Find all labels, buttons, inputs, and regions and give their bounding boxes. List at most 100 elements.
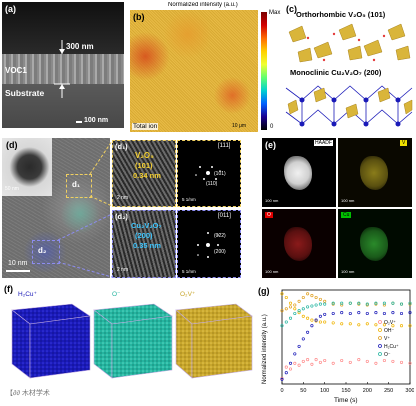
panel-g-label: (g)	[258, 286, 270, 296]
legend-label-3: H₂Cu⁺	[384, 344, 399, 350]
x-tick-label-3: 150	[341, 388, 350, 394]
substrate-region	[2, 84, 124, 128]
point-series-0-12	[340, 358, 344, 363]
v-particle	[360, 156, 388, 190]
d1-spot1: (101)	[214, 171, 226, 177]
point-series-4-20	[408, 301, 412, 305]
cube-ov	[175, 303, 253, 379]
inset-scale: 50 nm	[5, 186, 19, 192]
panel-b: Normalized intensity (a.u.) (b) Max 0 To…	[128, 2, 282, 134]
point-series-0-18	[391, 359, 395, 363]
legend-label-0: O₂V⁺	[384, 320, 396, 326]
legend-marker-3	[378, 344, 382, 348]
point-series-1-16	[374, 323, 378, 327]
panel-g: (g) Normalized intensity (a.u.) Time (s)…	[256, 284, 414, 404]
point-series-1-5	[301, 314, 305, 318]
point-series-3-0	[280, 377, 284, 381]
d1-plane: (101)	[135, 161, 153, 170]
panel-a: (a) 300 nm VOC1 Substrate 100 nm	[2, 2, 124, 128]
point-series-1-1	[284, 295, 288, 300]
scale-haadf: 100 nm	[265, 198, 279, 203]
point-series-4-11	[331, 301, 335, 305]
colorbar-min: 0	[270, 124, 274, 130]
panel-d-label: (d)	[6, 140, 18, 150]
point-series-2-2	[288, 305, 293, 309]
x-tick-label-2: 100	[320, 388, 329, 394]
point-series-3-16	[374, 311, 378, 315]
point-series-1-7	[310, 318, 314, 322]
y-axis-label: Normalized intensity (a.u.)	[262, 314, 268, 384]
point-series-1-20	[408, 324, 412, 328]
point-series-0-4	[297, 363, 301, 367]
structure-title-cu2v2o7: Monoclinic Cu₂V₂O₇ (200)	[290, 68, 382, 77]
point-series-2-17	[382, 303, 386, 307]
point-series-2-3	[293, 303, 297, 307]
point-series-4-12	[340, 301, 344, 305]
point-series-1-17	[382, 323, 386, 327]
d2-zone-axis: [011]	[218, 213, 231, 219]
point-series-1-10	[323, 320, 327, 324]
map-title: Normalized intensity (a.u.)	[168, 2, 238, 8]
point-series-4-7	[310, 304, 314, 308]
legend-marker-4	[378, 352, 382, 356]
plot-frame	[281, 289, 411, 385]
point-series-3-11	[331, 311, 335, 316]
point-series-0-3	[293, 361, 297, 365]
point-series-1-11	[331, 321, 335, 325]
scale-bar-label: 100 nm	[84, 117, 109, 124]
region-d2-box	[32, 240, 60, 264]
panel-d2-hrtem: (d₂) Cu₂V₂O₇ (200) 0.35 nm 2 nm	[112, 210, 176, 278]
panel-d: (d) 50 nm d₁ d₂ 10 nm	[2, 138, 110, 278]
d1-fft-spots	[195, 166, 221, 180]
structure-title-v2o5: Orthorhombic V₂O₅ (101)	[296, 10, 386, 19]
d1-label: (d₁)	[115, 142, 128, 151]
point-series-4-2	[288, 316, 293, 320]
legend-marker-2	[378, 336, 382, 340]
cube-o	[93, 303, 173, 379]
point-series-4-17	[382, 301, 386, 305]
region-d1-green-tint	[60, 194, 100, 234]
tem-inset	[2, 138, 52, 196]
x-tick-label-4: 200	[363, 388, 372, 394]
d2-fft-spots	[197, 232, 219, 258]
point-series-4-10	[323, 302, 327, 306]
point-series-3-2	[288, 361, 293, 365]
d2-fft-scale: 5 1/nm	[182, 269, 196, 274]
cube-title-cu: H₂Cu⁺	[18, 291, 37, 298]
map-caption: Total ion	[132, 123, 159, 130]
panel-d2-fft: [011] (022) (200) 5 1/nm	[177, 210, 241, 278]
x-tick-label-0: 0	[280, 388, 283, 394]
panel-a-label: (a)	[5, 4, 16, 14]
d1-zone-axis: [111]	[218, 143, 231, 149]
x-axis-label: Time (s)	[334, 397, 358, 404]
o-particle	[284, 227, 312, 261]
point-series-2-4	[297, 299, 301, 303]
d2-label: (d₂)	[115, 212, 128, 221]
point-series-2-1	[284, 307, 288, 311]
scale-cu: 100 nm	[341, 269, 355, 274]
point-series-3-14	[357, 311, 361, 315]
panel-f-label: (f)	[4, 284, 13, 294]
cube-title-ov: O₂V⁺	[180, 291, 196, 298]
point-series-2-7	[310, 294, 314, 298]
d1-fft-scale: 5 1/nm	[182, 197, 196, 202]
x-tick-label-1: 50	[300, 388, 306, 394]
tag-haadf: HAADF	[314, 140, 333, 146]
cube-cu	[11, 303, 91, 379]
point-series-0-5	[301, 359, 305, 363]
point-series-3-20	[408, 311, 412, 315]
colorbar-max: Max	[269, 10, 281, 16]
voc1-label: VOC1	[5, 66, 27, 75]
region-d2-label: d₂	[38, 246, 47, 255]
main-scale-bar	[6, 270, 30, 272]
point-series-1-2	[288, 301, 293, 305]
point-series-3-18	[391, 311, 395, 315]
cu-particle	[360, 227, 388, 261]
x-tick-label-5: 250	[384, 388, 393, 394]
point-series-3-19	[399, 311, 404, 316]
point-series-4-8	[314, 303, 318, 307]
d2-spacing: 0.35 nm	[133, 241, 161, 250]
point-series-4-4	[297, 309, 301, 313]
d2-plane: (200)	[135, 231, 153, 240]
point-series-0-19	[399, 360, 404, 364]
